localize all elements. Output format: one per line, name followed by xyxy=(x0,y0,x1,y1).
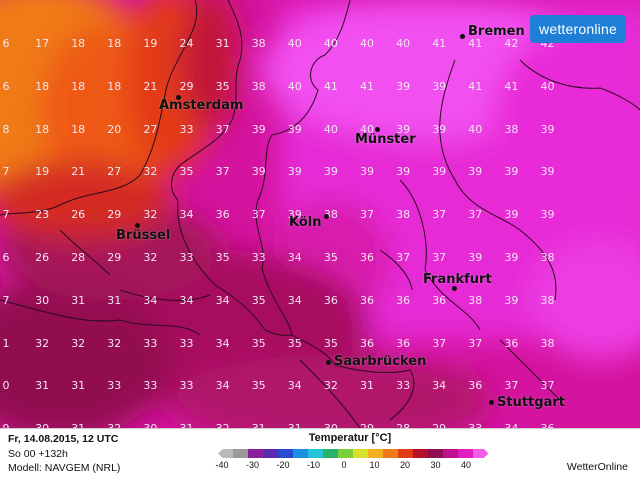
brand-footer: WetterOnline xyxy=(566,461,628,473)
legend-tick-label: -40 xyxy=(215,460,229,470)
legend-tick-label: 20 xyxy=(399,460,410,470)
city-dot-bruessel xyxy=(135,223,140,228)
city-label-bruessel: Brüssel xyxy=(116,228,171,243)
city-dot-frankfurt xyxy=(452,286,457,291)
city-dot-koeln xyxy=(324,214,329,219)
city-label-koeln: Köln xyxy=(289,215,322,230)
temperature-legend-bar xyxy=(218,449,489,458)
legend-tick-label: -20 xyxy=(276,460,290,470)
legend-swatch xyxy=(278,449,294,458)
forecast-run: So 00 +132h xyxy=(8,448,68,460)
legend-swatch xyxy=(398,449,414,458)
temperature-field xyxy=(0,0,640,428)
legend-swatch xyxy=(323,449,339,458)
legend-tick-label: 40 xyxy=(460,460,471,470)
city-dot-saarbruecken xyxy=(326,360,331,365)
borders xyxy=(0,0,640,428)
legend-swatch xyxy=(428,449,444,458)
legend-swatch xyxy=(233,449,249,458)
legend-swatch xyxy=(248,449,264,458)
city-label-muenster: Münster xyxy=(355,132,416,147)
legend-title: Temperatur [°C] xyxy=(308,432,392,444)
city-label-bremen: Bremen xyxy=(468,24,525,39)
legend-swatch xyxy=(308,449,324,458)
legend-tick-label: -10 xyxy=(306,460,320,470)
legend-swatch xyxy=(218,449,234,458)
legend-swatch xyxy=(368,449,384,458)
legend-tick-label: -30 xyxy=(245,460,259,470)
legend-swatch xyxy=(353,449,369,458)
forecast-datetime: Fr, 14.08.2015, 12 UTC xyxy=(8,433,119,445)
city-label-stuttgart: Stuttgart xyxy=(497,395,565,410)
model-name: Modell: NAVGEM (NRL) xyxy=(8,462,121,474)
city-label-amsterdam: Amsterdam xyxy=(159,98,244,113)
city-dot-bremen xyxy=(460,34,465,39)
city-dot-amsterdam xyxy=(176,95,181,100)
city-dot-stuttgart xyxy=(489,400,494,405)
legend-swatch xyxy=(263,449,279,458)
legend-swatch xyxy=(443,449,459,458)
city-dot-muenster xyxy=(375,127,380,132)
legend-swatch xyxy=(473,449,489,458)
wetteronline-logo[interactable]: wetteronline xyxy=(530,15,626,43)
legend-swatch xyxy=(338,449,354,458)
legend-tick-label: 10 xyxy=(369,460,380,470)
city-label-saarbruecken: Saarbrücken xyxy=(334,354,427,369)
map-footer: Fr, 14.08.2015, 12 UTC So 00 +132h Model… xyxy=(0,428,640,479)
city-label-frankfurt: Frankfurt xyxy=(423,272,492,287)
legend-swatch xyxy=(458,449,474,458)
legend-swatch xyxy=(293,449,309,458)
legend-tick-label: 30 xyxy=(430,460,441,470)
legend-swatch xyxy=(413,449,429,458)
temperature-map: 6 17 18 18 19 24 31 38 40 40 40 40 41 41 42 42 6 18 18 18 21… xyxy=(0,0,640,428)
legend-swatch xyxy=(383,449,399,458)
legend-tick-label: 0 xyxy=(341,460,347,470)
